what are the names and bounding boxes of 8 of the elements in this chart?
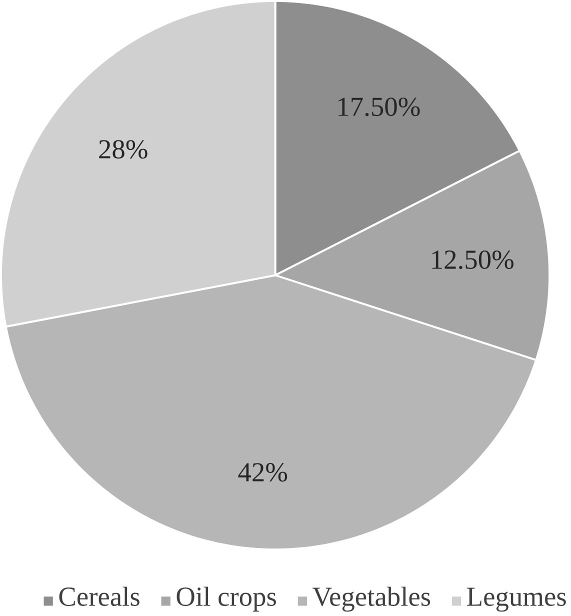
legend-label: Legumes (467, 588, 566, 612)
legend-label: Vegetables (312, 586, 430, 612)
legend-label: Cereals (59, 586, 140, 606)
data-label: 28% (99, 140, 148, 159)
legend-label: Oil crops (176, 586, 276, 612)
data-label: 17.50% (338, 98, 420, 116)
data-label: 12.50% (432, 250, 514, 270)
data-label: 42% (238, 463, 287, 482)
